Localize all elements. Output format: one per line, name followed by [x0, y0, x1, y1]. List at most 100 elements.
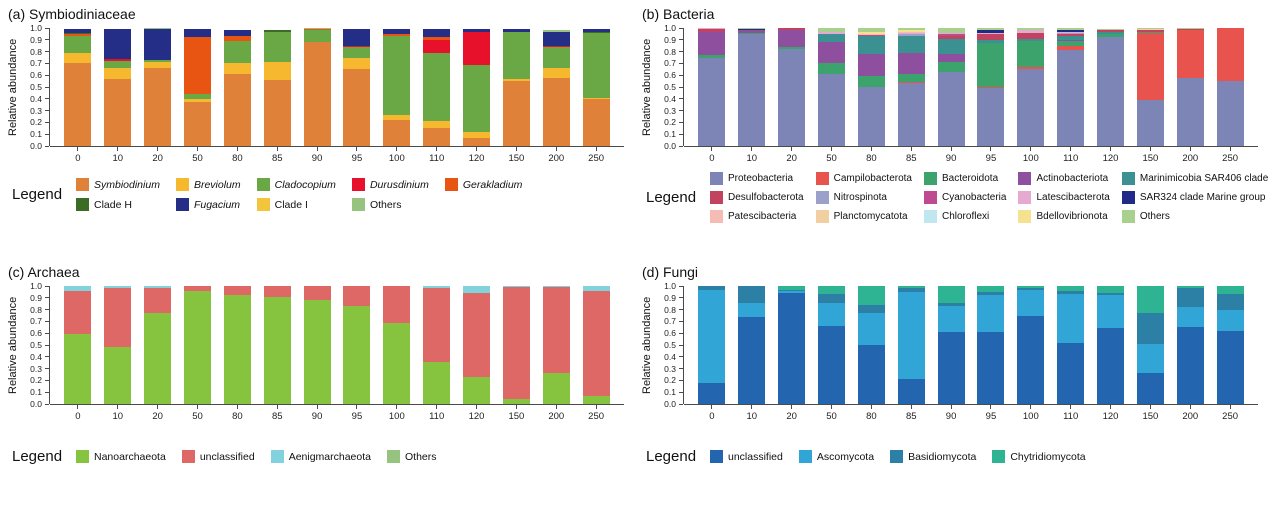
y-tick-mark: [679, 403, 683, 405]
plot-wrap: 0 10 20 50 80 85 90 95 100 110 120 150 200 250: [684, 28, 1258, 164]
bar-segment: [817, 286, 846, 295]
panel-bacteria: (b) Bacteria Relative abundance 0.0 0.1 0.…: [634, 0, 1268, 258]
stacked-bar: [1136, 286, 1164, 404]
legend-row: Legend unclassified Ascomycota Basidiomyco…: [640, 448, 1258, 465]
bar-segment: [778, 46, 806, 50]
bar-segment: [64, 52, 92, 64]
y-tick-label: 0.9: [30, 292, 42, 303]
x-tick: 20: [772, 405, 812, 422]
stacked-bar: [383, 286, 411, 404]
x-tick: 90: [297, 405, 337, 422]
bar-segment: [64, 29, 92, 33]
bar-segment: [1057, 50, 1085, 146]
bar-slot: [217, 286, 257, 404]
chart-area: Relative abundance 0.0 0.1 0.2 0.3 0.4 0.5 0.6…: [640, 23, 1258, 164]
stacked-bar: [582, 28, 610, 146]
bar-segment: [1057, 32, 1085, 34]
x-tick: 0: [692, 147, 732, 164]
bar-segment: [1096, 37, 1125, 146]
x-tick: 100: [1011, 405, 1051, 422]
bar-segment: [462, 293, 491, 377]
y-tick-mark: [679, 297, 683, 299]
bar-segment: [542, 46, 570, 69]
x-tick: 100: [377, 405, 417, 422]
x-tick-mark: [870, 405, 872, 409]
bar-segment: [64, 36, 92, 53]
y-axis: 0.0 0.1 0.2 0.3 0.4 0.5 0.6 0.7 0.8 0.9 1.0: [655, 23, 684, 151]
legend-item: Nanoarchaeota: [76, 450, 166, 463]
legend-label: SAR324 clade Marine group B: [1139, 192, 1268, 203]
x-tick-label: 20: [786, 153, 797, 164]
bar-slot: [1091, 286, 1131, 404]
y-tick-mark: [679, 39, 683, 41]
bar-segment: [937, 306, 965, 333]
bar-slot: [1011, 28, 1051, 146]
bar-segment: [1216, 309, 1244, 331]
bar-segment: [698, 55, 726, 58]
x-tick-mark: [711, 405, 713, 409]
x-tick-label: 100: [1022, 153, 1039, 164]
bar-segment: [64, 290, 92, 335]
legend-label: Cladocopium: [274, 178, 336, 191]
bar-segment: [263, 62, 291, 80]
bar-segment: [462, 131, 491, 138]
y-axis-label: Relative abundance: [641, 296, 653, 394]
bar-segment: [223, 295, 251, 404]
x-tick-mark: [476, 405, 478, 409]
bar-segment: [738, 28, 766, 30]
legend-label: Campilobacterota: [833, 173, 912, 184]
legend-swatch: [923, 172, 937, 185]
bar-segment: [778, 286, 806, 290]
bar-segment: [1136, 29, 1164, 31]
bar-slot: [98, 28, 138, 146]
bar-segment: [542, 77, 570, 146]
bar-segment: [1057, 36, 1085, 40]
bar-segment: [977, 88, 1005, 146]
stacked-bar: [144, 286, 172, 404]
bar-slot: [971, 28, 1011, 146]
y-tick-mark: [679, 356, 683, 358]
bar-segment: [582, 395, 610, 404]
legend-swatch: [798, 450, 812, 463]
stacked-bar: [1017, 286, 1045, 404]
y-tick-label: 0.1: [30, 129, 42, 140]
plot-area: [50, 286, 624, 405]
x-tick-label: 0: [75, 411, 81, 422]
stacked-bar: [1216, 286, 1244, 404]
x-tick-label: 85: [905, 153, 917, 164]
stacked-bar: [897, 286, 925, 404]
y-tick-mark: [45, 320, 49, 322]
bar-segment: [937, 71, 965, 146]
x-tick-mark: [751, 147, 753, 151]
legend-swatch: [992, 450, 1006, 463]
legend-label: Cyanobacteria: [941, 192, 1007, 203]
bar-segment: [897, 28, 925, 31]
x-tick: 120: [1091, 147, 1131, 164]
stacked-bar: [857, 28, 885, 146]
bar-slot: [58, 286, 98, 404]
x-tick: 200: [1170, 405, 1210, 422]
y-tick-label: 0.9: [664, 292, 676, 303]
stacked-bar: [1216, 28, 1244, 146]
bar-segment: [183, 94, 212, 99]
y-tick-label: 0.3: [30, 363, 42, 374]
bar-slot: [257, 286, 297, 404]
bar-segment: [582, 290, 610, 396]
legend-label: Others: [405, 450, 437, 463]
bar-segment: [778, 49, 806, 146]
bar-segment: [857, 33, 885, 36]
bar-segment: [462, 29, 491, 32]
x-tick: 85: [257, 147, 297, 164]
panel-fungi: (d) Fungi Relative abundance 0.0 0.1 0.2 0.…: [634, 258, 1268, 516]
legend-swatch: [351, 178, 365, 191]
x-tick-label: 100: [388, 153, 405, 164]
bar-segment: [582, 32, 610, 98]
bar-segment: [1136, 373, 1164, 404]
y-tick-mark: [45, 27, 49, 29]
bar-segment: [64, 63, 92, 146]
stacked-bar: [1057, 28, 1085, 146]
legend-label: Aenigmarchaeota: [288, 450, 371, 463]
legend-item: SAR324 clade Marine group B: [1121, 191, 1268, 204]
legend-label: Basidiomycota: [908, 450, 977, 463]
